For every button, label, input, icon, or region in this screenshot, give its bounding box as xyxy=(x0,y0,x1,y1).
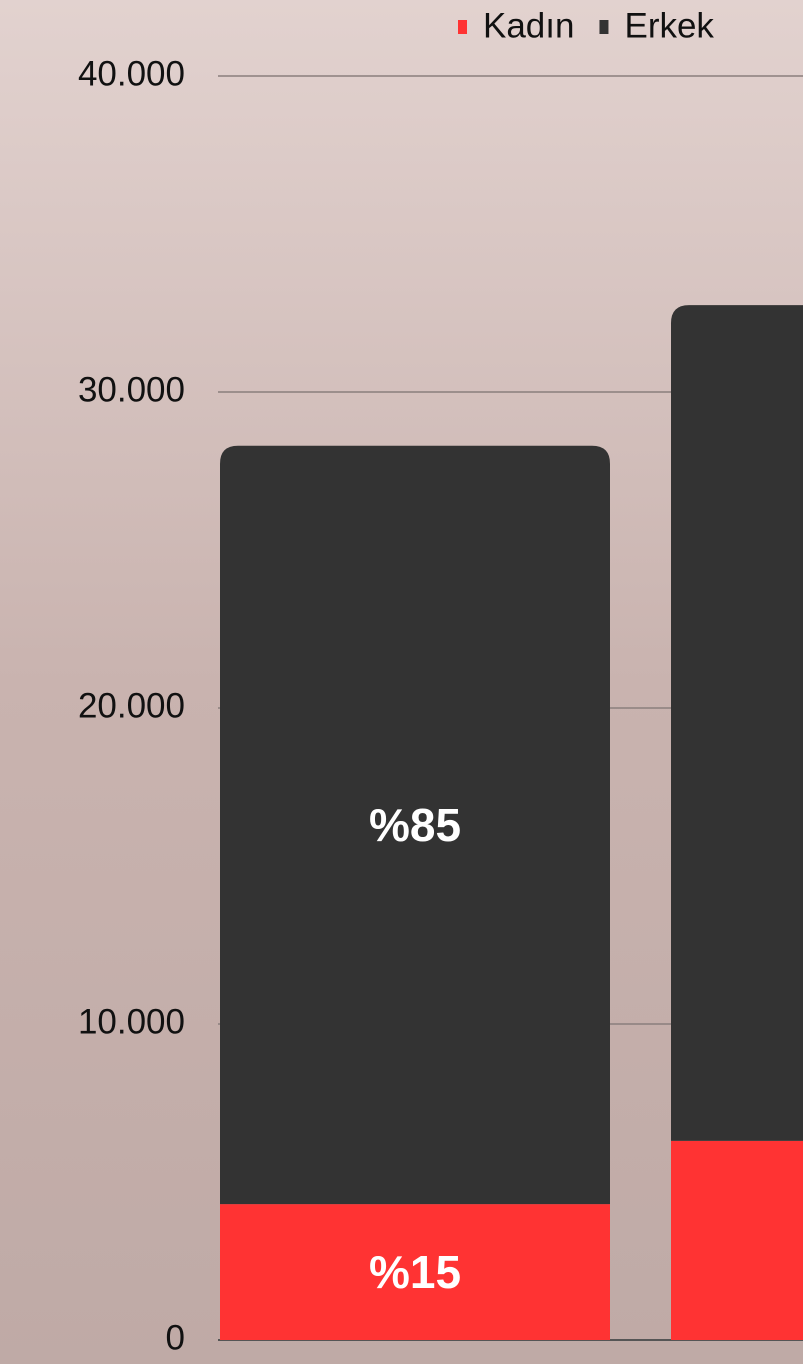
y-tick-label: 40.000 xyxy=(78,54,185,93)
legend-label: Kadın xyxy=(483,6,574,45)
bar-segment xyxy=(671,305,803,1141)
page: 0 10.000 20.000 30.000 40.000 Kadın Erkek %15 %8… xyxy=(0,0,803,1364)
legend-swatch xyxy=(458,20,467,34)
chart: 0 10.000 20.000 30.000 40.000 Kadın Erkek %15 %8… xyxy=(0,0,803,1364)
data-label: %85 xyxy=(369,799,461,851)
legend-swatch xyxy=(599,20,608,34)
y-tick-label: 10.000 xyxy=(78,1002,185,1041)
legend-label: Erkek xyxy=(624,6,714,45)
y-tick-label: 30.000 xyxy=(78,370,185,409)
data-label: %15 xyxy=(369,1246,461,1298)
bar-segment xyxy=(671,1141,803,1340)
y-tick-label: 0 xyxy=(166,1318,185,1357)
y-tick-label: 20.000 xyxy=(78,686,185,725)
